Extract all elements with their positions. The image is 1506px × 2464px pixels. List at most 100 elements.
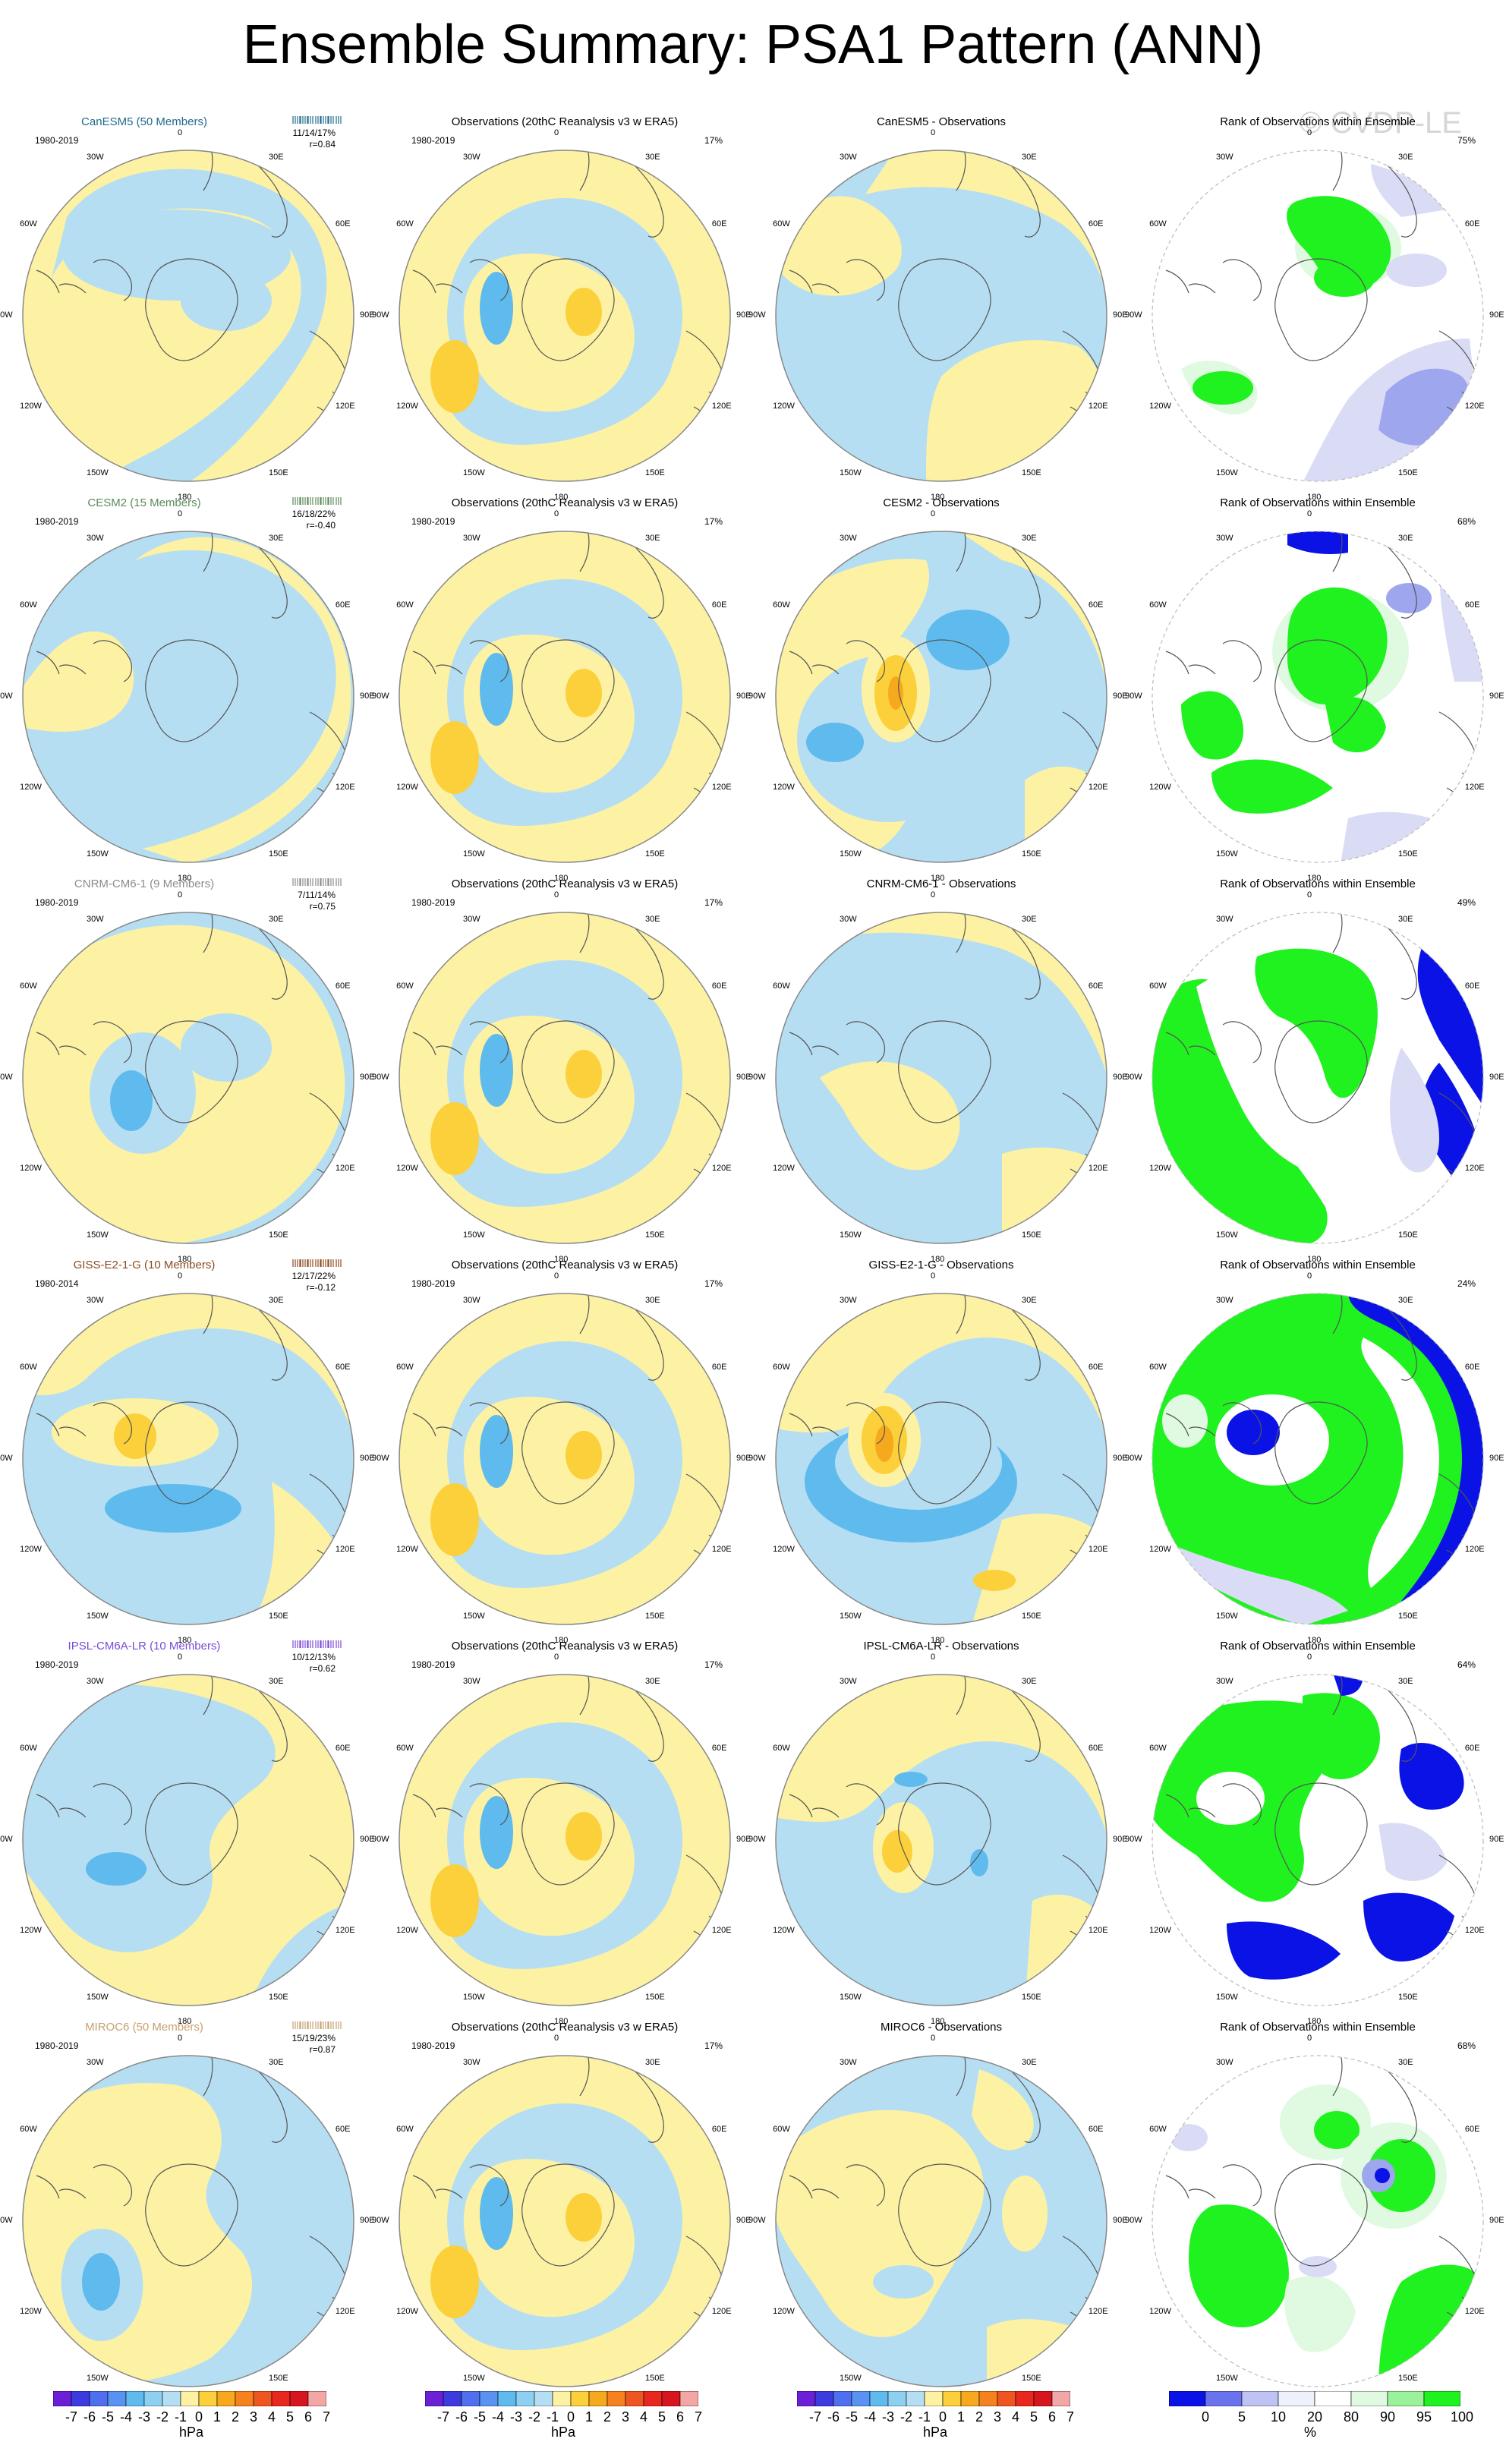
coastline [956,150,966,191]
colorbar-box [534,2390,553,2407]
lon-label: 90W [0,310,13,320]
lon-label: 150E [1398,1230,1418,1240]
coastline [1274,639,1368,742]
lon-label: 150E [269,2373,288,2383]
anomaly-region [430,721,479,794]
panel-title: GISS-E2-1-G - Observations [868,1259,1014,1271]
colorbar-tick: -3 [509,2409,522,2425]
coastline [898,2163,991,2267]
lon-label: 30E [269,534,284,544]
variance-pct: 64% [1457,1659,1476,1670]
lon-label: 90E [736,1835,751,1844]
coastline [1222,1783,1262,1826]
anomaly-region [1375,2168,1390,2183]
map-boundary [22,1674,354,2006]
stats-block: 10/12/13% r=0.62 [275,1652,336,1675]
coastline [412,1794,463,1818]
coastline [521,258,615,361]
anomaly-region [430,340,479,413]
colorbar-box [479,2390,499,2407]
coastline [469,2164,509,2207]
lon-label: 30E [269,915,284,925]
coastline [36,1413,87,1437]
colorbar-tick: 2 [231,2409,239,2425]
lon-label: 120W [773,783,795,792]
lon-label: 120E [1464,1164,1485,1173]
coastline [846,640,886,682]
lon-label: 0 [554,1653,559,1662]
ensemble-spread [292,2021,342,2029]
lon-label: 90W [1125,2216,1142,2225]
coastline [956,1293,966,1334]
colorbar-tick: 4 [267,2409,276,2425]
map-boundary [399,912,731,1244]
lon-label: 30W [463,2058,480,2068]
coastline [93,2164,133,2207]
anomaly-region [1170,2124,1208,2151]
lon-label: 180 [931,493,945,502]
colorbar-box [833,2390,852,2407]
stats-range: 7/11/14% [298,890,336,900]
anomaly-region [566,288,602,336]
lon-label: 90E [736,310,751,320]
pattern-correlation: r=0.87 [309,2044,336,2055]
colorbar-box [552,2390,572,2407]
lon-label: 0 [931,1271,936,1281]
lon-label: 120W [396,2307,418,2316]
map-boundary [1152,1674,1484,2006]
anomaly-region [806,723,864,762]
coastline [956,531,966,572]
lon-label: 30E [1398,1677,1413,1687]
panel-title: Rank of Observations within Ensemble [1220,115,1416,128]
colorbar-tick: 7 [694,2409,702,2425]
colorbar-tick: 2 [603,2409,611,2425]
lon-label: 90W [372,692,389,701]
lon-label: 180 [1307,2017,1322,2026]
stats-range: 15/19/23% [291,2033,336,2043]
polar-map-obs [399,1674,731,2006]
coastline [789,651,840,675]
coastline [789,1413,840,1437]
coastline [789,269,840,294]
lon-label: 0 [554,509,559,518]
panel-model: CNRM-CM6-1 (9 Members) 1980-2019 7/11/14% r… [0,861,376,1264]
lon-label: 0 [931,509,936,518]
lon-label: 90E [360,692,375,701]
coastline [1332,1293,1343,1334]
lon-label: 90W [748,1073,766,1082]
anomaly-region [1314,259,1375,297]
polar-map-obs [399,1293,731,1625]
lon-label: 90W [748,310,766,320]
anomaly-region [776,1675,1107,1840]
lon-label: 60W [396,219,414,228]
lon-label: 60E [335,1363,351,1372]
lon-label: 30E [645,915,660,925]
lon-label: 60E [1464,2125,1480,2134]
coastline [789,1032,840,1056]
colorbar-box [89,2390,109,2407]
polar-map-rank [1152,1674,1484,2006]
coastline [632,1306,664,1381]
colorbar-box [1387,2390,1425,2407]
panel-title: MIROC6 - Observations [880,2021,1003,2034]
lon-label: 30W [463,1677,480,1687]
panel-title: CNRM-CM6-1 (9 Members) [74,878,215,890]
lon-label: 120W [773,2307,795,2316]
polar-map-model [22,531,354,863]
lon-label: 180 [178,1636,192,1645]
coastline [789,2175,840,2199]
panel-diff: GISS-E2-1-G - Observations 0 30E 60E 90E 120E… [748,1242,1130,1645]
lon-label: 0 [178,2034,183,2043]
coastline [956,912,966,953]
anomaly-region [135,537,351,862]
lon-label: 60E [711,600,727,610]
colorbar-tick: -4 [863,2409,876,2425]
colorbar-box [107,2390,127,2407]
stats-range: 11/14/17% [292,128,336,138]
map-boundary [399,150,731,482]
lon-label: 90E [736,2216,751,2225]
lon-label: 30E [269,153,284,162]
lon-label: 90E [1489,1073,1504,1082]
lon-label: 30E [1398,153,1413,162]
polar-map-rank [1152,1293,1484,1625]
